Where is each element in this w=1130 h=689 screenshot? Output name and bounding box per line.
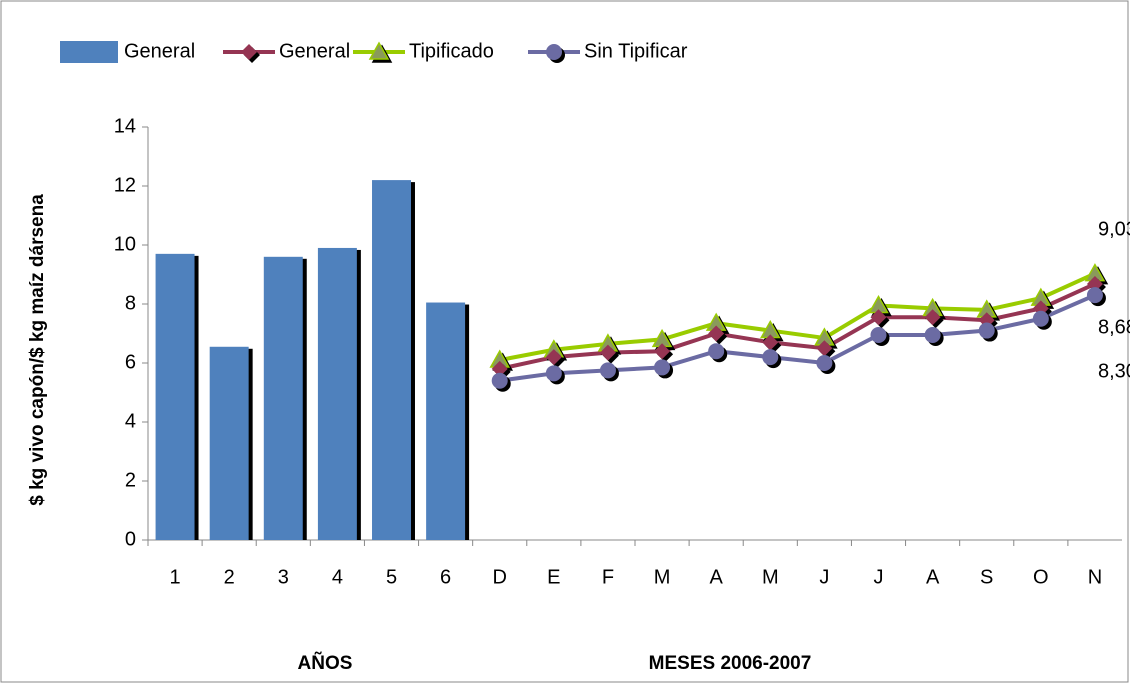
x-group-label: MESES 2006-2007 xyxy=(649,653,812,674)
marker-shape xyxy=(924,309,941,326)
x-tick-label: S xyxy=(980,566,993,588)
bar xyxy=(426,302,466,540)
x-tick-label: N xyxy=(1088,566,1102,588)
marker-shape xyxy=(870,326,887,343)
marker-shape xyxy=(599,362,616,379)
x-tick-label: D xyxy=(492,566,506,588)
data-label: 9,03 xyxy=(1098,218,1130,240)
legend-label: Sin Tipificar xyxy=(584,40,688,62)
marker-shape xyxy=(816,340,833,357)
x-tick-label: 5 xyxy=(386,566,397,588)
data-label: 8,68 xyxy=(1098,316,1130,338)
y-tick-label: 0 xyxy=(125,528,136,550)
legend-swatch xyxy=(60,41,118,63)
y-tick-label: 6 xyxy=(125,351,136,373)
point xyxy=(978,322,998,342)
marker-shape xyxy=(708,325,725,342)
point xyxy=(924,326,944,346)
legend-label: General xyxy=(279,40,350,62)
marker-shape xyxy=(654,359,671,376)
legend-marker xyxy=(368,41,393,63)
x-tick-label: 3 xyxy=(278,566,289,588)
point xyxy=(545,349,565,369)
marker-shape xyxy=(599,344,616,361)
marker-shape xyxy=(545,365,562,382)
y-tick-label: 2 xyxy=(125,469,136,491)
legend-marker xyxy=(241,44,260,63)
legend-label: Tipificado xyxy=(409,40,494,62)
marker-shape xyxy=(1032,310,1049,327)
point xyxy=(870,309,890,329)
point xyxy=(599,362,619,382)
line xyxy=(499,271,1096,363)
x-tick-label: J xyxy=(819,566,829,588)
y-axis-title: $ kg vivo capón/$ kg maíz dársena xyxy=(27,194,48,506)
x-tick-label: A xyxy=(709,566,723,588)
bar xyxy=(155,253,195,540)
bar xyxy=(372,180,411,540)
marker-shape xyxy=(545,349,562,366)
marker-shape xyxy=(1086,275,1103,292)
bar xyxy=(317,247,357,540)
bar xyxy=(209,346,249,540)
point xyxy=(816,355,836,374)
x-tick-label: 4 xyxy=(332,566,343,588)
data-label: 8,30 xyxy=(1098,360,1130,382)
marker-shape xyxy=(762,334,779,351)
marker-shape xyxy=(924,326,941,343)
x-tick-label: M xyxy=(654,566,671,588)
point xyxy=(708,343,728,363)
y-tick-label: 14 xyxy=(114,115,136,137)
marker-shape xyxy=(816,355,833,371)
point xyxy=(491,372,511,392)
x-tick-label: J xyxy=(874,566,884,588)
marker-shape xyxy=(241,44,257,60)
marker-shape xyxy=(870,309,887,326)
legend-marker xyxy=(546,44,565,63)
point xyxy=(1032,310,1052,330)
point xyxy=(1086,287,1106,307)
x-tick-label: M xyxy=(762,566,779,588)
marker-shape xyxy=(978,322,995,339)
marker-shape xyxy=(546,44,562,60)
point xyxy=(599,344,619,364)
point xyxy=(545,365,565,385)
x-tick-label: A xyxy=(926,566,940,588)
marker-shape xyxy=(491,372,508,389)
legend-label: General xyxy=(124,40,195,62)
marker-shape xyxy=(491,360,508,377)
x-tick-label: 6 xyxy=(440,566,451,588)
point xyxy=(870,326,890,346)
marker-shape xyxy=(762,349,779,366)
y-tick-label: 4 xyxy=(125,410,136,432)
bar xyxy=(263,256,303,540)
marker-shape xyxy=(1086,287,1103,304)
x-tick-label: O xyxy=(1033,566,1049,588)
point xyxy=(654,359,674,379)
y-tick-label: 10 xyxy=(114,233,136,255)
y-tick-label: 12 xyxy=(114,174,136,196)
point xyxy=(762,349,782,369)
x-tick-label: F xyxy=(602,566,614,588)
point xyxy=(708,325,728,345)
x-group-label: AÑOS xyxy=(298,652,353,674)
marker-shape xyxy=(654,343,671,360)
x-tick-label: 2 xyxy=(224,566,235,588)
x-tick-label: E xyxy=(547,566,560,588)
y-tick-label: 8 xyxy=(125,292,136,314)
x-tick-label: 1 xyxy=(169,566,180,588)
marker-shape xyxy=(368,41,390,60)
point xyxy=(654,343,674,363)
marker-shape xyxy=(708,343,725,360)
point xyxy=(924,309,944,329)
